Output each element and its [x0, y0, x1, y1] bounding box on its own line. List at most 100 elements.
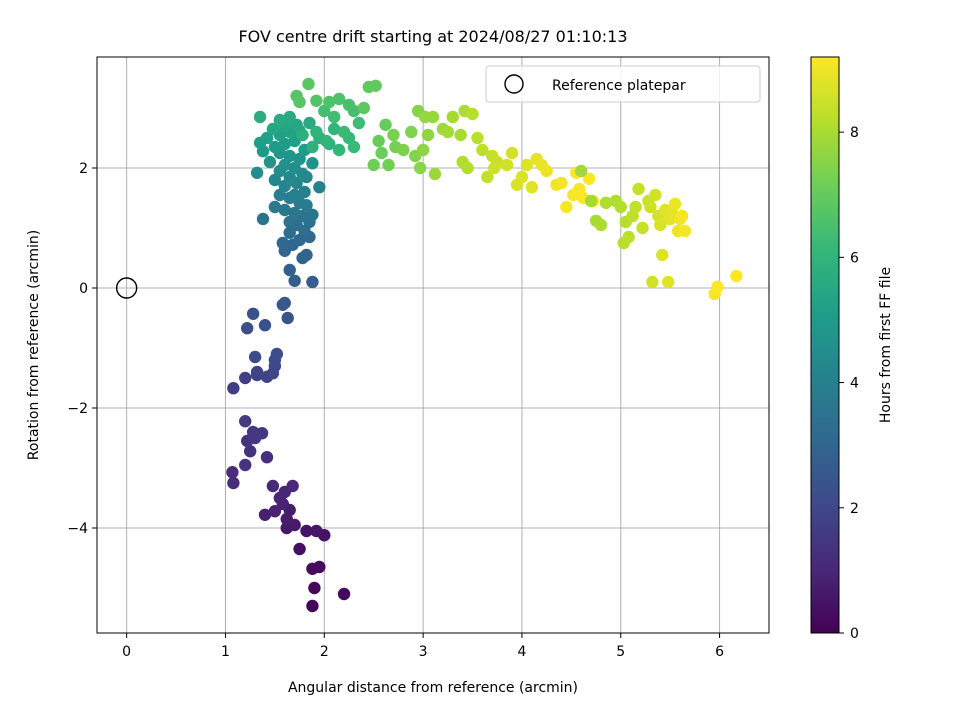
data-point — [622, 230, 635, 244]
data-point — [260, 451, 274, 464]
colorbar-tick-label: 4 — [850, 376, 859, 392]
data-point — [308, 581, 321, 595]
data-point — [227, 382, 240, 395]
data-point — [476, 143, 489, 157]
x-tick-label: 6 — [715, 644, 724, 660]
data-point — [405, 125, 418, 139]
data-point — [382, 158, 395, 172]
data-point — [488, 161, 501, 175]
data-point — [454, 128, 467, 142]
data-point — [266, 479, 280, 493]
data-point — [283, 149, 296, 163]
y-axis-ticks: −4 −2 0 2 — [67, 161, 97, 537]
y-tick-label: 2 — [79, 161, 88, 177]
data-point — [268, 200, 282, 214]
data-point — [629, 200, 642, 214]
data-point — [288, 188, 301, 202]
data-point — [644, 200, 657, 214]
data-point — [278, 203, 291, 217]
data-point — [310, 524, 323, 538]
data-point — [375, 146, 388, 160]
x-tick-label: 2 — [320, 644, 329, 660]
data-point — [327, 122, 341, 136]
x-tick-label: 4 — [517, 644, 526, 660]
data-point — [310, 125, 323, 139]
data-point — [582, 172, 596, 185]
data-point — [466, 107, 479, 121]
data-point — [347, 140, 361, 154]
data-point — [226, 466, 239, 479]
data-point — [268, 140, 282, 154]
data-point — [273, 113, 287, 127]
data-point — [258, 508, 272, 521]
data-point — [352, 116, 366, 130]
x-tick-label: 1 — [221, 644, 230, 660]
data-point — [646, 275, 659, 289]
data-point — [278, 296, 291, 310]
colorbar: 0 2 4 6 8 Hours from first FF file — [810, 56, 894, 642]
x-tick-label: 3 — [419, 644, 428, 660]
data-point — [426, 110, 440, 124]
data-point — [369, 79, 382, 93]
colorbar-tick-label: 6 — [850, 250, 859, 266]
data-point — [255, 427, 269, 440]
data-point — [327, 110, 341, 124]
reference-point — [115, 277, 138, 299]
data-point — [662, 275, 675, 289]
data-point — [298, 185, 311, 199]
data-point — [471, 131, 484, 145]
colorbar-tick-label: 0 — [850, 626, 859, 642]
y-tick-label: −4 — [67, 521, 88, 537]
data-point — [276, 236, 289, 250]
data-point — [441, 125, 455, 139]
data-point — [266, 122, 280, 136]
data-point — [241, 322, 254, 335]
colorbar-label: Hours from first FF file — [878, 267, 894, 423]
data-point — [654, 218, 667, 232]
data-point — [461, 161, 474, 175]
data-point — [300, 248, 313, 262]
data-point — [306, 140, 319, 154]
data-point — [323, 95, 336, 109]
data-point — [250, 166, 264, 179]
colorbar-ticks: 0 2 4 6 8 — [839, 125, 859, 642]
data-point — [656, 248, 669, 262]
data-point — [293, 95, 306, 109]
data-point — [584, 194, 598, 208]
colorbar-tick-label: 8 — [850, 125, 859, 141]
data-point — [413, 161, 427, 175]
data-point — [268, 505, 282, 518]
legend-marker-icon — [504, 74, 524, 94]
data-point — [302, 77, 315, 91]
data-point — [306, 599, 319, 613]
data-point — [283, 110, 296, 124]
data-point — [332, 92, 346, 106]
data-point — [253, 110, 267, 124]
data-point — [283, 263, 296, 277]
data-point — [555, 176, 568, 190]
data-point — [668, 197, 682, 211]
data-point — [296, 128, 309, 142]
data-point — [337, 587, 351, 601]
data-point — [258, 319, 272, 332]
data-point — [281, 311, 294, 325]
colorbar-bar — [810, 56, 840, 634]
data-point — [320, 134, 333, 148]
data-point — [310, 94, 323, 108]
data-point — [243, 445, 257, 458]
grid — [97, 57, 769, 633]
x-axis-label: Angular distance from reference (arcmin) — [288, 680, 578, 696]
data-point — [675, 209, 689, 223]
data-point — [239, 458, 252, 472]
data-point — [500, 158, 514, 172]
legend: Reference platepar — [485, 65, 761, 103]
data-point — [256, 212, 270, 226]
y-tick-label: 0 — [79, 281, 88, 297]
data-point — [560, 200, 573, 214]
data-point — [515, 170, 529, 184]
data-point — [678, 224, 692, 238]
data-point — [421, 128, 435, 142]
data-point — [250, 365, 264, 379]
